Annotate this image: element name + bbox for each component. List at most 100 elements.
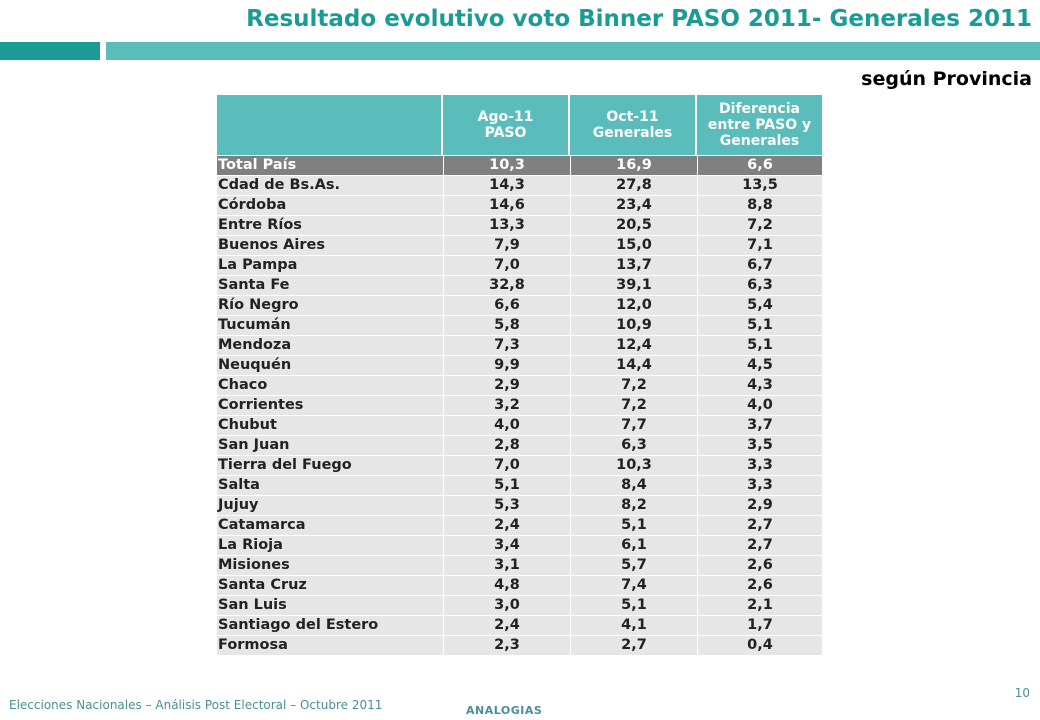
- province-cell: Total País: [217, 156, 443, 175]
- header-cell-generales: Oct-11 Generales: [570, 95, 697, 155]
- value-cell: 6,3: [570, 436, 697, 455]
- value-cell: 4,0: [697, 396, 822, 415]
- value-cell: 27,8: [570, 176, 697, 195]
- page-title: Resultado evolutivo voto Binner PASO 201…: [246, 6, 1032, 32]
- province-cell: La Rioja: [217, 536, 443, 555]
- table-row: Santiago del Estero 2,4 4,1 1,7: [217, 615, 822, 635]
- value-cell: 2,4: [443, 616, 570, 635]
- value-cell: 9,9: [443, 356, 570, 375]
- header-text: Ago-11: [477, 109, 534, 125]
- header-text: Generales: [592, 125, 673, 141]
- header-text: Diferencia: [719, 101, 800, 117]
- table-row: Corrientes 3,2 7,2 4,0: [217, 395, 822, 415]
- value-cell: 6,3: [697, 276, 822, 295]
- value-cell: 4,8: [443, 576, 570, 595]
- table-row: Neuquén 9,9 14,4 4,5: [217, 355, 822, 375]
- header-text: PASO: [484, 125, 527, 141]
- value-cell: 5,1: [697, 316, 822, 335]
- value-cell: 8,8: [697, 196, 822, 215]
- value-cell: 7,0: [443, 456, 570, 475]
- table-row: San Juan 2,8 6,3 3,5: [217, 435, 822, 455]
- value-cell: 7,2: [570, 396, 697, 415]
- value-cell: 3,0: [443, 596, 570, 615]
- value-cell: 5,8: [443, 316, 570, 335]
- value-cell: 6,1: [570, 536, 697, 555]
- value-cell: 2,3: [443, 636, 570, 655]
- table-row: Salta 5,1 8,4 3,3: [217, 475, 822, 495]
- value-cell: 8,2: [570, 496, 697, 515]
- table-row: Tucumán 5,8 10,9 5,1: [217, 315, 822, 335]
- province-cell: Neuquén: [217, 356, 443, 375]
- value-cell: 3,4: [443, 536, 570, 555]
- province-cell: Catamarca: [217, 516, 443, 535]
- province-cell: Salta: [217, 476, 443, 495]
- table-row: Cdad de Bs.As. 14,3 27,8 13,5: [217, 175, 822, 195]
- value-cell: 16,9: [570, 156, 697, 175]
- footer-caption: Elecciones Nacionales – Análisis Post El…: [9, 698, 383, 712]
- province-cell: Tucumán: [217, 316, 443, 335]
- table-row: Entre Ríos 13,3 20,5 7,2: [217, 215, 822, 235]
- value-cell: 5,1: [570, 516, 697, 535]
- value-cell: 3,2: [443, 396, 570, 415]
- value-cell: 3,7: [697, 416, 822, 435]
- value-cell: 7,2: [570, 376, 697, 395]
- page-subtitle: según Provincia: [861, 68, 1032, 90]
- province-cell: Tierra del Fuego: [217, 456, 443, 475]
- table-body: Total País 10,3 16,9 6,6 Cdad de Bs.As. 14,3 2…: [217, 155, 822, 655]
- table-row: Tierra del Fuego 7,0 10,3 3,3: [217, 455, 822, 475]
- value-cell: 2,9: [443, 376, 570, 395]
- table-row: La Rioja 3,4 6,1 2,7: [217, 535, 822, 555]
- value-cell: 6,6: [697, 156, 822, 175]
- value-cell: 2,9: [697, 496, 822, 515]
- header-accent-bar-dark: [0, 42, 100, 60]
- value-cell: 23,4: [570, 196, 697, 215]
- province-cell: La Pampa: [217, 256, 443, 275]
- value-cell: 7,2: [697, 216, 822, 235]
- value-cell: 1,7: [697, 616, 822, 635]
- results-table: Ago-11 PASO Oct-11 Generales Diferencia …: [217, 95, 822, 655]
- value-cell: 3,3: [697, 456, 822, 475]
- province-cell: Jujuy: [217, 496, 443, 515]
- value-cell: 2,7: [697, 536, 822, 555]
- province-cell: Chubut: [217, 416, 443, 435]
- table-row: Misiones 3,1 5,7 2,6: [217, 555, 822, 575]
- value-cell: 13,5: [697, 176, 822, 195]
- value-cell: 10,3: [443, 156, 570, 175]
- table-row: San Luis 3,0 5,1 2,1: [217, 595, 822, 615]
- table-row: Mendoza 7,3 12,4 5,1: [217, 335, 822, 355]
- value-cell: 3,1: [443, 556, 570, 575]
- value-cell: 39,1: [570, 276, 697, 295]
- value-cell: 2,7: [697, 516, 822, 535]
- table-row: Santa Fe 32,8 39,1 6,3: [217, 275, 822, 295]
- table-row: Buenos Aires 7,9 15,0 7,1: [217, 235, 822, 255]
- header-text: Oct-11: [606, 109, 659, 125]
- value-cell: 4,5: [697, 356, 822, 375]
- value-cell: 7,1: [697, 236, 822, 255]
- table-row: Chubut 4,0 7,7 3,7: [217, 415, 822, 435]
- province-cell: Chaco: [217, 376, 443, 395]
- province-cell: Entre Ríos: [217, 216, 443, 235]
- value-cell: 5,1: [697, 336, 822, 355]
- province-cell: Cdad de Bs.As.: [217, 176, 443, 195]
- value-cell: 5,1: [570, 596, 697, 615]
- province-cell: Córdoba: [217, 196, 443, 215]
- value-cell: 13,7: [570, 256, 697, 275]
- value-cell: 3,5: [697, 436, 822, 455]
- province-cell: Buenos Aires: [217, 236, 443, 255]
- table-row: Jujuy 5,3 8,2 2,9: [217, 495, 822, 515]
- value-cell: 4,3: [697, 376, 822, 395]
- table-header: Ago-11 PASO Oct-11 Generales Diferencia …: [217, 95, 822, 155]
- table-row: Formosa 2,3 2,7 0,4: [217, 635, 822, 655]
- value-cell: 20,5: [570, 216, 697, 235]
- value-cell: 12,4: [570, 336, 697, 355]
- value-cell: 32,8: [443, 276, 570, 295]
- value-cell: 2,8: [443, 436, 570, 455]
- province-cell: San Juan: [217, 436, 443, 455]
- value-cell: 12,0: [570, 296, 697, 315]
- province-cell: Santiago del Estero: [217, 616, 443, 635]
- value-cell: 7,4: [570, 576, 697, 595]
- province-cell: San Luis: [217, 596, 443, 615]
- header-accent-bar-light: [106, 42, 1040, 60]
- value-cell: 4,0: [443, 416, 570, 435]
- province-cell: Mendoza: [217, 336, 443, 355]
